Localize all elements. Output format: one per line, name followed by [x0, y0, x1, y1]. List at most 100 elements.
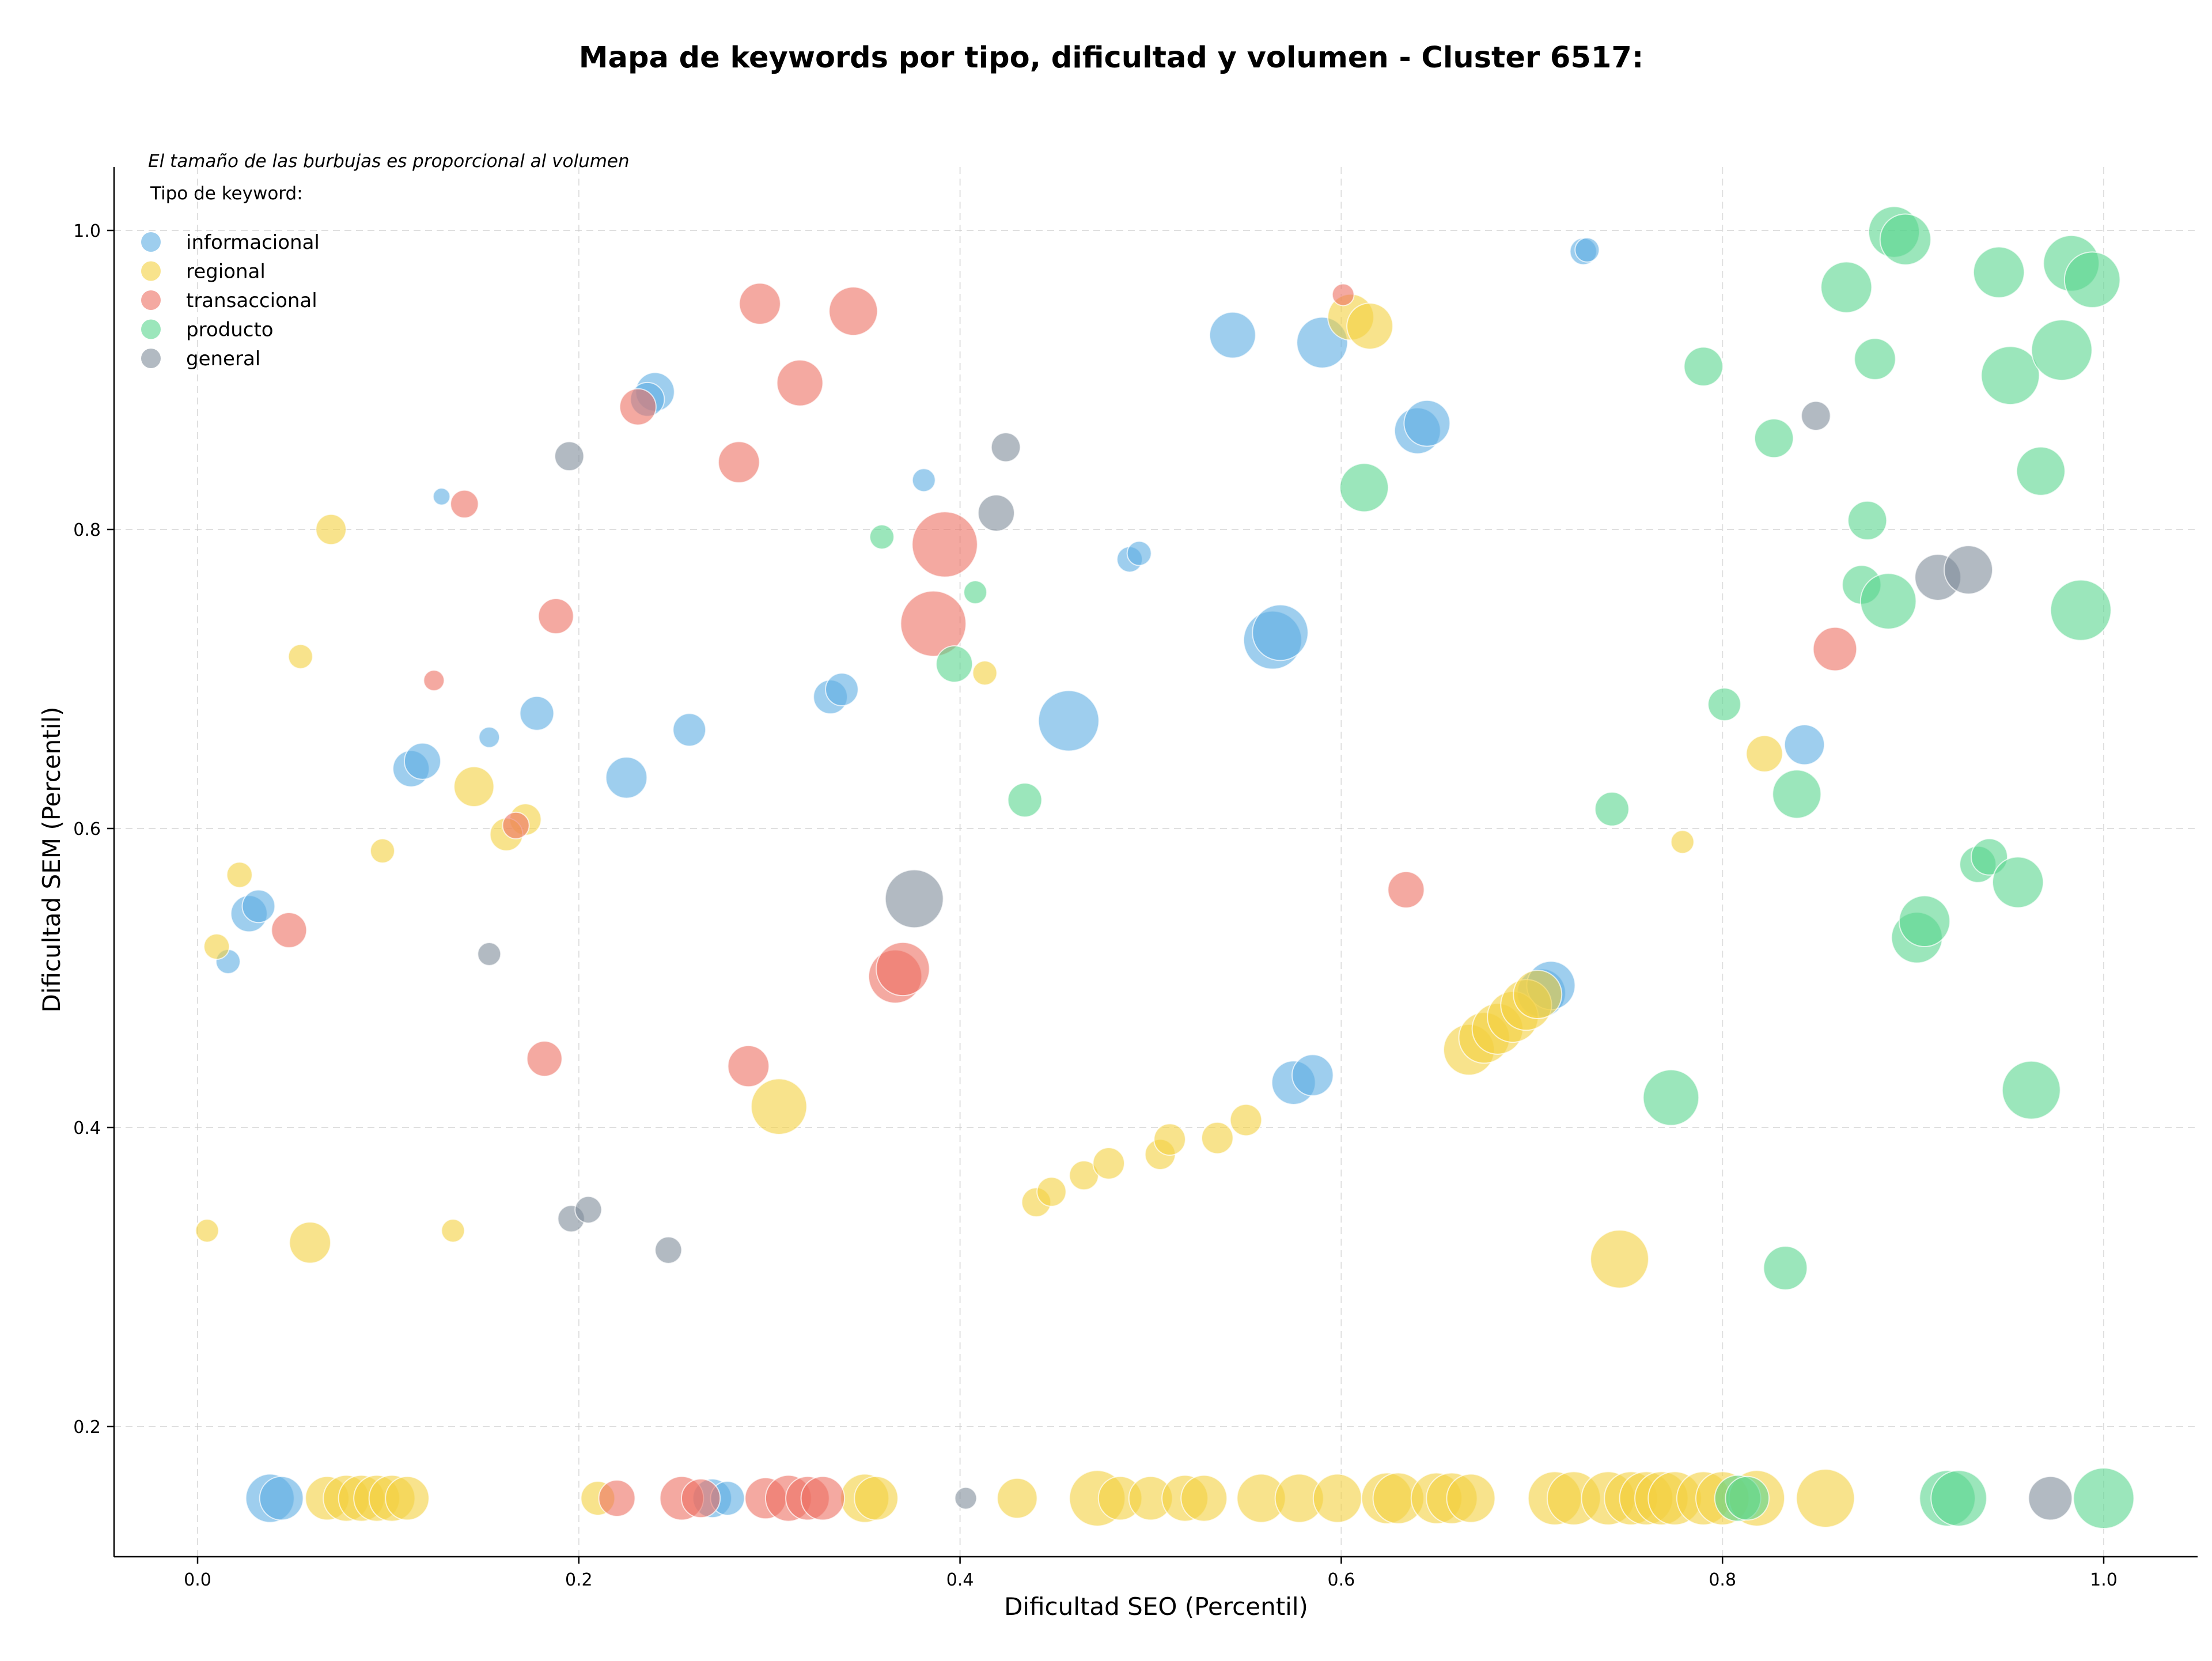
- bubble-producto: [1859, 573, 1917, 630]
- legend-label-general: general: [186, 347, 260, 370]
- series-general: [477, 400, 2073, 1521]
- bubble-regional: [1670, 830, 1695, 854]
- bubble-general: [1944, 545, 1994, 595]
- series-producto: [869, 206, 2135, 1530]
- bubble-transaccional: [738, 282, 781, 325]
- bubble-transaccional: [598, 1480, 636, 1518]
- bubble-transaccional: [800, 1475, 846, 1521]
- bubble-transaccional: [537, 598, 574, 634]
- y-tick-label: 0.8: [73, 520, 101, 540]
- y-tick-label: 1.0: [73, 221, 101, 241]
- bubble-regional: [289, 1221, 331, 1264]
- bubble-informacional: [1783, 724, 1825, 766]
- y-axis-label: Dificultad SEM (Percentil): [37, 707, 66, 1013]
- series-informacional: [215, 237, 1825, 1523]
- bubble-transaccional: [680, 1478, 721, 1519]
- bubble-regional: [854, 1475, 899, 1521]
- bubble-informacional: [519, 695, 555, 731]
- y-tick-label: 0.6: [73, 819, 101, 839]
- bubble-producto: [1980, 346, 2040, 406]
- bubble-informacional: [672, 713, 707, 747]
- bubble-regional: [369, 838, 395, 864]
- bubble-producto: [2050, 579, 2112, 641]
- bubble-regional: [1229, 1103, 1263, 1137]
- bubble-producto: [1854, 338, 1896, 380]
- bubble-transaccional: [526, 1041, 563, 1077]
- legend-marker-informacional: [141, 232, 161, 252]
- bubble-informacional: [403, 742, 441, 780]
- legend-marker-general: [141, 349, 161, 368]
- bubble-producto: [2001, 1060, 2061, 1120]
- bubble-general: [990, 432, 1021, 463]
- bubble-regional: [453, 766, 495, 807]
- bubble-regional: [195, 1219, 219, 1243]
- bubble-transaccional: [776, 359, 824, 407]
- series-regional: [195, 293, 1855, 1528]
- bubble-producto: [1683, 346, 1724, 387]
- y-ticks: 0.2 0.4 0.6 0.8 1.0: [73, 221, 114, 1437]
- bubble-producto: [1991, 856, 2044, 909]
- bubble-regional: [972, 660, 998, 686]
- bubble-producto: [1707, 687, 1741, 721]
- bubble-producto: [2031, 319, 2093, 381]
- bubble-regional: [1745, 735, 1783, 773]
- bubble-informacional: [432, 487, 451, 506]
- bubble-producto: [1898, 895, 1951, 947]
- x-tick-label: 0.2: [565, 1570, 593, 1590]
- bubble-informacional: [1574, 237, 1600, 263]
- bubble-general: [884, 869, 944, 929]
- bubble-producto: [1753, 418, 1794, 459]
- bubble-informacional: [478, 726, 501, 748]
- bubble-general: [574, 1195, 603, 1224]
- bubble-transaccional: [502, 811, 530, 839]
- bubble-producto: [1007, 782, 1043, 818]
- x-tick-label: 0.6: [1328, 1570, 1355, 1590]
- bubble-regional: [226, 861, 253, 888]
- x-ticks: 0.0 0.2 0.4 0.6 0.8 1.0: [184, 1557, 2118, 1590]
- bubble-informacional: [1291, 1054, 1334, 1096]
- bubble-producto: [1772, 769, 1822, 819]
- bubble-producto: [1339, 463, 1389, 513]
- bubble-transaccional: [911, 511, 978, 578]
- x-tick-label: 1.0: [2090, 1570, 2118, 1590]
- bubble-general: [2028, 1475, 2073, 1521]
- chart-title: Mapa de keywords por tipo, dificultad y …: [579, 41, 1643, 75]
- bubble-informacional: [911, 468, 936, 493]
- bubble-size-note: El tamaño de las burbujas es proporciona…: [148, 151, 630, 172]
- legend-label-regional: regional: [186, 260, 266, 283]
- x-tick-label: 0.8: [1709, 1570, 1736, 1590]
- bubble-informacional: [1252, 604, 1309, 661]
- legend-label-informacional: informacional: [186, 231, 320, 254]
- bubble-producto: [2016, 446, 2066, 496]
- bubble-informacional: [1037, 690, 1100, 752]
- bubble-transaccional: [1331, 283, 1355, 307]
- bubble-producto: [1763, 1246, 1808, 1291]
- bubble-transaccional: [1387, 871, 1425, 909]
- legend-marker-producto: [141, 319, 161, 339]
- bubble-producto: [1930, 1470, 1987, 1527]
- bubble-regional: [997, 1477, 1038, 1519]
- bubbles: [195, 206, 2135, 1530]
- bubble-regional: [1201, 1121, 1234, 1155]
- bubble-regional: [1590, 1229, 1649, 1289]
- legend: Tipo de keyword: informacional regional tr…: [141, 183, 320, 370]
- bubble-transaccional: [727, 1045, 770, 1088]
- bubble-regional: [1796, 1469, 1855, 1528]
- bubble-informacional: [605, 756, 648, 799]
- bubble-producto: [1725, 1475, 1770, 1521]
- bubble-regional: [287, 644, 313, 669]
- bubble-regional: [1312, 1473, 1362, 1523]
- bubble-transaccional: [828, 286, 878, 336]
- axes: [113, 167, 2198, 1558]
- x-tick-label: 0.4: [946, 1570, 974, 1590]
- bubble-general: [554, 441, 585, 472]
- bubble-producto: [1820, 261, 1873, 313]
- bubble-general: [954, 1486, 978, 1510]
- x-tick-label: 0.0: [184, 1570, 211, 1590]
- bubble-producto: [1879, 213, 1931, 266]
- bubble-regional: [750, 1078, 808, 1135]
- x-axis-label: Dificultad SEO (Percentil): [1004, 1592, 1308, 1621]
- bubble-transaccional: [900, 590, 967, 657]
- bubble-transaccional: [1812, 626, 1858, 672]
